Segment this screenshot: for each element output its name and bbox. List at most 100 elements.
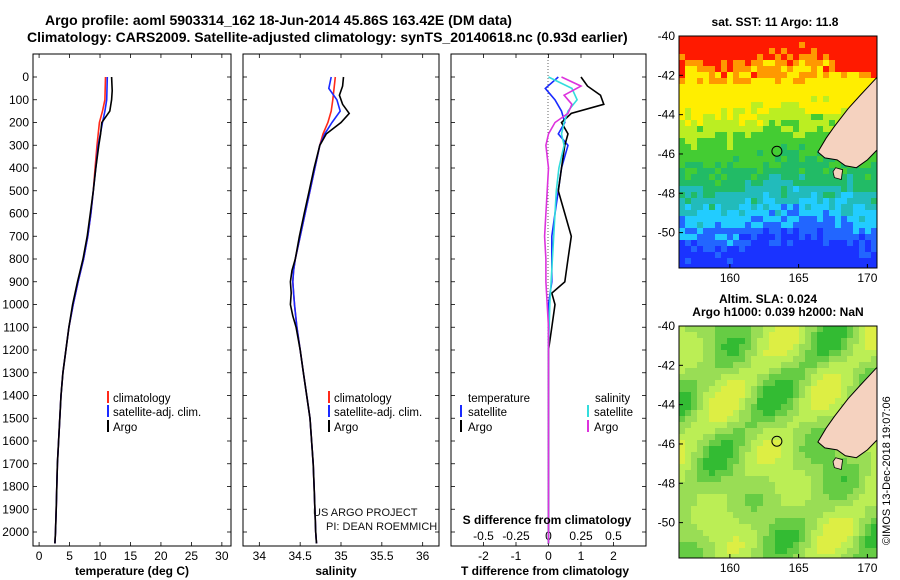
sla-cell xyxy=(847,392,853,398)
sst-cell xyxy=(733,204,739,210)
sla-cell xyxy=(793,428,799,434)
sla-cell xyxy=(829,380,835,386)
sst-cell xyxy=(835,222,841,228)
sla-cell xyxy=(841,506,847,512)
sst-cell xyxy=(757,210,763,216)
sst-cell xyxy=(739,216,745,222)
sla-cell xyxy=(697,524,703,530)
sla-cell xyxy=(841,392,847,398)
sla-cell xyxy=(739,536,745,542)
series-line-satellite-adj-clim- xyxy=(291,76,342,544)
sst-cell xyxy=(685,66,691,72)
sla-cell xyxy=(793,332,799,338)
sla-cell xyxy=(709,326,715,332)
sst-cell xyxy=(739,204,745,210)
sla-cell xyxy=(727,404,733,410)
sst-cell xyxy=(829,174,835,180)
sst-cell xyxy=(715,222,721,228)
sst-cell xyxy=(781,60,787,66)
sst-cell xyxy=(841,102,847,108)
sst-cell xyxy=(793,150,799,156)
sla-cell xyxy=(751,344,757,350)
sst-cell xyxy=(817,222,823,228)
sst-cell xyxy=(709,204,715,210)
sla-cell xyxy=(733,338,739,344)
sst-cell xyxy=(781,120,787,126)
sla-cell xyxy=(745,428,751,434)
sla-cell xyxy=(709,446,715,452)
sla-cell xyxy=(769,512,775,518)
sst-cell xyxy=(787,162,793,168)
sst-cell xyxy=(727,78,733,84)
sla-cell xyxy=(751,326,757,332)
sla-cell xyxy=(679,464,685,470)
sla-cell xyxy=(745,554,751,558)
sst-cell xyxy=(775,198,781,204)
sla-cell xyxy=(739,440,745,446)
sst-cell xyxy=(715,72,721,78)
sst-cell xyxy=(775,84,781,90)
sla-cell xyxy=(835,488,841,494)
sla-cell xyxy=(757,398,763,404)
sst-cell xyxy=(685,144,691,150)
sst-cell xyxy=(745,54,751,60)
sla-cell xyxy=(733,470,739,476)
sla-cell xyxy=(751,434,757,440)
sst-cell xyxy=(733,102,739,108)
sla-cell xyxy=(781,554,787,558)
sla-cell xyxy=(865,506,871,512)
sla-cell xyxy=(859,452,865,458)
sst-cell xyxy=(847,252,853,258)
sst-cell xyxy=(685,174,691,180)
sst-cell xyxy=(781,180,787,186)
sla-cell xyxy=(715,506,721,512)
sst-cell xyxy=(721,96,727,102)
sst-cell xyxy=(769,60,775,66)
sla-cell xyxy=(799,482,805,488)
sst-cell xyxy=(781,126,787,132)
sst-cell xyxy=(817,144,823,150)
sst-cell xyxy=(835,84,841,90)
sst-cell xyxy=(739,48,745,54)
sla-cell xyxy=(685,326,691,332)
sst-cell xyxy=(763,72,769,78)
sst-cell xyxy=(751,222,757,228)
sla-cell xyxy=(721,422,727,428)
sla-cell xyxy=(703,446,709,452)
sst-cell xyxy=(769,252,775,258)
sst-cell xyxy=(865,174,871,180)
sst-cell xyxy=(799,78,805,84)
sla-cell xyxy=(799,458,805,464)
sla-cell xyxy=(751,404,757,410)
sla-cell xyxy=(805,464,811,470)
sla-cell xyxy=(733,404,739,410)
sla-cell xyxy=(721,554,727,558)
sla-cell xyxy=(739,470,745,476)
sst-cell xyxy=(691,192,697,198)
sla-cell xyxy=(763,368,769,374)
sla-cell xyxy=(811,422,817,428)
sla-cell xyxy=(733,500,739,506)
depth-axis: 0100200300400500600700800900100011001200… xyxy=(2,70,646,539)
sst-cell xyxy=(745,234,751,240)
sla-cell xyxy=(757,518,763,524)
sst-cell xyxy=(757,198,763,204)
sst-cell xyxy=(769,240,775,246)
sla-cell xyxy=(781,542,787,548)
sla-cell xyxy=(763,500,769,506)
sla-cell xyxy=(793,500,799,506)
sla-cell xyxy=(709,440,715,446)
sla-cell xyxy=(763,488,769,494)
sst-cell xyxy=(727,174,733,180)
sst-cell xyxy=(793,138,799,144)
sla-cell xyxy=(799,524,805,530)
sla-cell xyxy=(721,524,727,530)
sst-cell xyxy=(793,156,799,162)
sst-cell xyxy=(709,54,715,60)
sla-cell xyxy=(727,392,733,398)
sla-cell xyxy=(739,422,745,428)
sla-cell xyxy=(679,338,685,344)
sla-cell xyxy=(745,464,751,470)
sst-cell xyxy=(859,162,865,168)
sla-cell xyxy=(751,518,757,524)
